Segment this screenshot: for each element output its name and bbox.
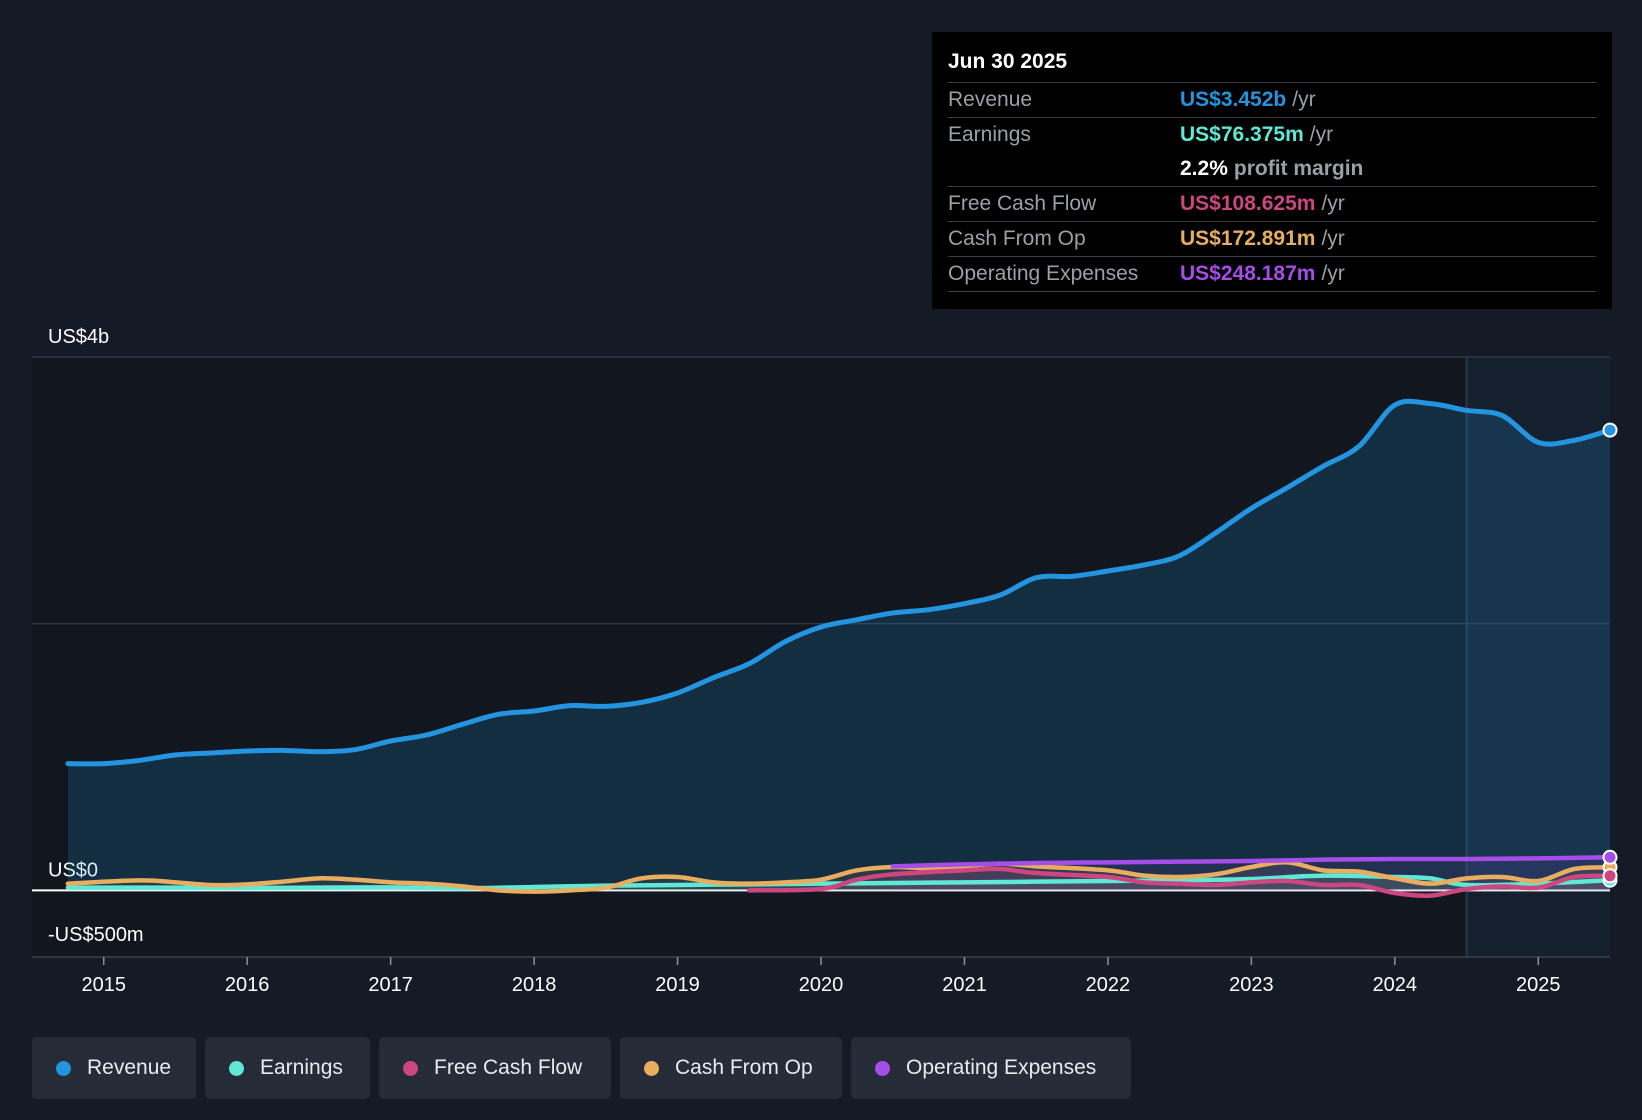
- legend-item-earnings[interactable]: Earnings: [205, 1037, 370, 1099]
- line-revenue: [65, 398, 1613, 767]
- tooltip-unit-fcf: /yr: [1321, 192, 1345, 215]
- cfo-dot-icon: [644, 1060, 659, 1076]
- tooltip-row-revenue: Revenue US$3.452b /yr: [948, 83, 1596, 118]
- tooltip-label-earnings: Earnings: [948, 123, 1031, 146]
- y-tick-label: -US$500m: [48, 924, 144, 946]
- x-axis-ticks: 2015 2016 2017 2018 2019 2020 2021 2022 2023 2024…: [81, 957, 1561, 996]
- legend-item-fcf[interactable]: Free Cash Flow: [379, 1037, 611, 1099]
- x-tick-label: 2021: [942, 974, 987, 996]
- tooltip-unit-opex: /yr: [1321, 262, 1345, 285]
- tooltip-panel: Jun 30 2025 Revenue US$3.452b /yr Earnin…: [932, 32, 1612, 309]
- legend-label-earnings: Earnings: [260, 1056, 343, 1079]
- area-fcf: [749, 868, 1610, 896]
- x-tick-label: 2025: [1516, 974, 1561, 996]
- tooltip-unit-earnings: /yr: [1309, 123, 1334, 146]
- line-opex: [890, 855, 1613, 869]
- legend: Revenue Earnings Free Cash Flow Cash Fro…: [32, 1037, 1131, 1099]
- tooltip-row-cfo: Cash From Op US$172.891m /yr: [948, 222, 1596, 257]
- legend-label-cfo: Cash From Op: [675, 1056, 813, 1079]
- tooltip-value-opex: US$248.187m: [1180, 262, 1316, 285]
- tooltip-label-cfo: Cash From Op: [948, 227, 1086, 250]
- legend-label-revenue: Revenue: [87, 1056, 172, 1079]
- area-revenue: [67, 401, 1610, 891]
- endpoint-opex: [1602, 849, 1618, 865]
- fcf-dot-icon: [403, 1060, 418, 1076]
- tooltip-value-revenue: US$3.452b: [1180, 88, 1287, 111]
- tooltip-margin-label: profit margin: [1233, 157, 1364, 180]
- revenue-dot-icon: [56, 1060, 71, 1076]
- y-axis-labels: US$4b US$0 -US$500m: [48, 326, 144, 946]
- x-tick-label: 2024: [1373, 974, 1418, 996]
- line-fcf: [747, 866, 1613, 899]
- tooltip-margin-value: 2.2%: [1180, 157, 1228, 180]
- x-tick-label: 2018: [512, 974, 557, 996]
- x-tick-label: 2016: [225, 974, 270, 996]
- opex-dot-icon: [875, 1060, 890, 1076]
- tooltip-row-fcf: Free Cash Flow US$108.625m /yr: [948, 187, 1596, 222]
- y-tick-label: US$0: [48, 859, 98, 881]
- x-tick-label: 2015: [81, 974, 126, 996]
- x-tick-label: 2020: [799, 974, 844, 996]
- legend-label-fcf: Free Cash Flow: [434, 1056, 583, 1079]
- x-tick-label: 2017: [368, 974, 413, 996]
- tooltip-value-fcf: US$108.625m: [1180, 192, 1316, 215]
- x-tick-label: 2023: [1229, 974, 1274, 996]
- x-tick-label: 2022: [1086, 974, 1131, 996]
- tooltip-value-earnings: US$76.375m: [1180, 123, 1304, 146]
- tooltip-date: Jun 30 2025: [948, 46, 1596, 83]
- tooltip-unit-revenue: /yr: [1292, 88, 1316, 111]
- legend-label-opex: Operating Expenses: [906, 1056, 1097, 1079]
- y-tick-label: US$4b: [48, 326, 109, 348]
- x-tick-label: 2019: [655, 974, 700, 996]
- tooltip-row-margin: 2.2% profit margin: [948, 152, 1596, 187]
- earnings-dot-icon: [229, 1060, 244, 1076]
- tooltip-row-earnings: Earnings US$76.375m /yr: [948, 118, 1596, 152]
- endpoint-fcf: [1602, 868, 1618, 884]
- tooltip-value-cfo: US$172.891m: [1180, 227, 1316, 250]
- legend-item-opex[interactable]: Operating Expenses: [851, 1037, 1131, 1099]
- tooltip-label-fcf: Free Cash Flow: [948, 192, 1097, 215]
- series-endpoints: [1602, 422, 1618, 888]
- legend-item-cfo[interactable]: Cash From Op: [620, 1037, 842, 1099]
- tooltip-label-opex: Operating Expenses: [948, 262, 1139, 285]
- tooltip-label-revenue: Revenue: [948, 88, 1033, 111]
- tooltip-row-opex: Operating Expenses US$248.187m /yr: [948, 257, 1596, 292]
- series-lines: [65, 398, 1613, 899]
- legend-item-revenue[interactable]: Revenue: [32, 1037, 196, 1099]
- tooltip-unit-cfo: /yr: [1321, 227, 1345, 250]
- endpoint-revenue: [1602, 422, 1618, 438]
- line-cfo: [65, 860, 1613, 894]
